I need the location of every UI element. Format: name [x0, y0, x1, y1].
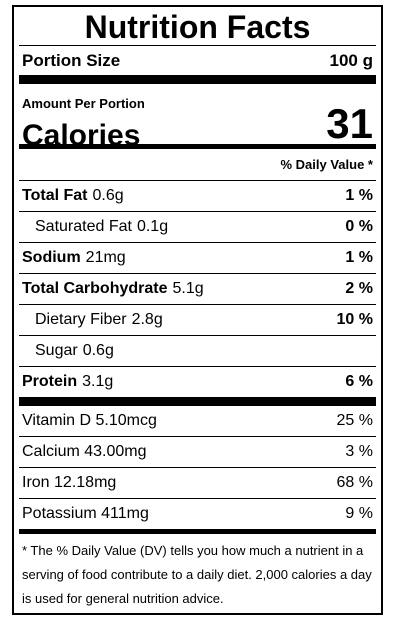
- vitamin-daily-value: 68 %: [336, 474, 373, 491]
- vitamin-row-vitamin-d: Vitamin D 5.10mcg 25 %: [19, 406, 376, 436]
- divider: [19, 366, 376, 367]
- portion-size-value: 100 g: [329, 50, 373, 70]
- calories-block: Amount Per Portion Calories 31: [19, 84, 376, 152]
- divider: [19, 304, 376, 305]
- nutrient-daily-value: 6 %: [345, 373, 373, 390]
- portion-size-row: Portion Size 100 g: [19, 46, 376, 75]
- nutrition-facts-label: Nutrition Facts Portion Size 100 g Amoun…: [12, 5, 383, 615]
- vitamin-name: Calcium: [22, 443, 80, 460]
- nutrient-daily-value: 2 %: [345, 280, 373, 297]
- nutrient-row-sugar: Sugar 0.6g: [19, 336, 376, 366]
- vitamin-amount: 5.10mcg: [95, 412, 157, 429]
- nutrient-daily-value: 0 %: [345, 218, 373, 235]
- nutrient-name: Sodium: [22, 249, 81, 266]
- vitamin-daily-value: 9 %: [345, 505, 373, 522]
- nutrient-amount: 21mg: [85, 249, 126, 266]
- nutrient-amount: 3.1g: [82, 373, 114, 390]
- divider: [19, 436, 376, 437]
- thick-divider: [19, 397, 376, 406]
- medium-divider: [19, 144, 376, 149]
- amount-per-portion: Amount Per Portion: [22, 96, 145, 111]
- divider: [19, 467, 376, 468]
- calories-label: Calories: [22, 119, 141, 152]
- vitamin-amount: 12.18mg: [54, 474, 117, 491]
- vitamin-row-calcium: Calcium 43.00mg 3 %: [19, 437, 376, 467]
- vitamin-row-potassium: Potassium 411mg 9 %: [19, 499, 376, 529]
- nutrient-daily-value: 1 %: [345, 249, 373, 266]
- vitamin-amount: 43.00mg: [84, 443, 147, 460]
- nutrient-row-dietary-fiber: Dietary Fiber 2.8g 10 %: [19, 305, 376, 335]
- nutrient-name: Saturated Fat: [35, 218, 132, 235]
- nutrient-row-protein: Protein 3.1g 6 %: [19, 367, 376, 397]
- nutrient-amount: 0.1g: [136, 218, 169, 235]
- nutrient-name: Total Fat: [22, 187, 88, 204]
- divider: [19, 242, 376, 243]
- vitamin-amount: 411mg: [101, 505, 149, 522]
- medium-divider: [19, 529, 376, 534]
- nutrient-daily-value: 1 %: [345, 187, 373, 204]
- label-title: Nutrition Facts: [84, 9, 311, 45]
- vitamin-daily-value: 3 %: [345, 443, 373, 460]
- daily-value-header: % Daily Value *: [19, 149, 376, 180]
- nutrient-name: Sugar: [35, 342, 78, 359]
- portion-size-label: Portion Size: [22, 50, 121, 70]
- nutrient-row-saturated-fat: Saturated Fat 0.1g 0 %: [19, 212, 376, 242]
- calories-value: 31: [326, 100, 373, 147]
- divider: [19, 180, 376, 181]
- nutrient-row-total-carbohydrate: Total Carbohydrate 5.1g 2 %: [19, 274, 376, 304]
- nutrient-daily-value: 10 %: [336, 311, 373, 328]
- vitamin-name: Vitamin D: [22, 412, 92, 429]
- nutrient-amount: 0.6g: [92, 187, 124, 204]
- nutrient-amount: 5.1g: [172, 280, 204, 297]
- footnote: * The % Daily Value (DV) tells you how m…: [22, 543, 372, 606]
- divider: [19, 45, 376, 46]
- daily-value-header-label: % Daily Value *: [280, 157, 374, 172]
- nutrient-row-total-fat: Total Fat 0.6g 1 %: [19, 181, 376, 211]
- divider: [19, 273, 376, 274]
- divider: [19, 498, 376, 499]
- thick-divider: [19, 75, 376, 84]
- divider: [19, 211, 376, 212]
- nutrient-amount: 2.8g: [131, 311, 163, 328]
- vitamin-name: Potassium: [22, 505, 97, 522]
- vitamin-daily-value: 25 %: [336, 412, 373, 429]
- nutrient-row-sodium: Sodium 21mg 1 %: [19, 243, 376, 273]
- nutrient-name: Protein: [22, 373, 78, 390]
- vitamin-name: Iron: [22, 474, 50, 491]
- divider: [19, 335, 376, 336]
- nutrient-name: Total Carbohydrate: [22, 280, 168, 297]
- nutrient-amount: 0.6g: [82, 342, 114, 359]
- vitamin-row-iron: Iron 12.18mg 68 %: [19, 468, 376, 498]
- nutrient-name: Dietary Fiber: [35, 311, 127, 328]
